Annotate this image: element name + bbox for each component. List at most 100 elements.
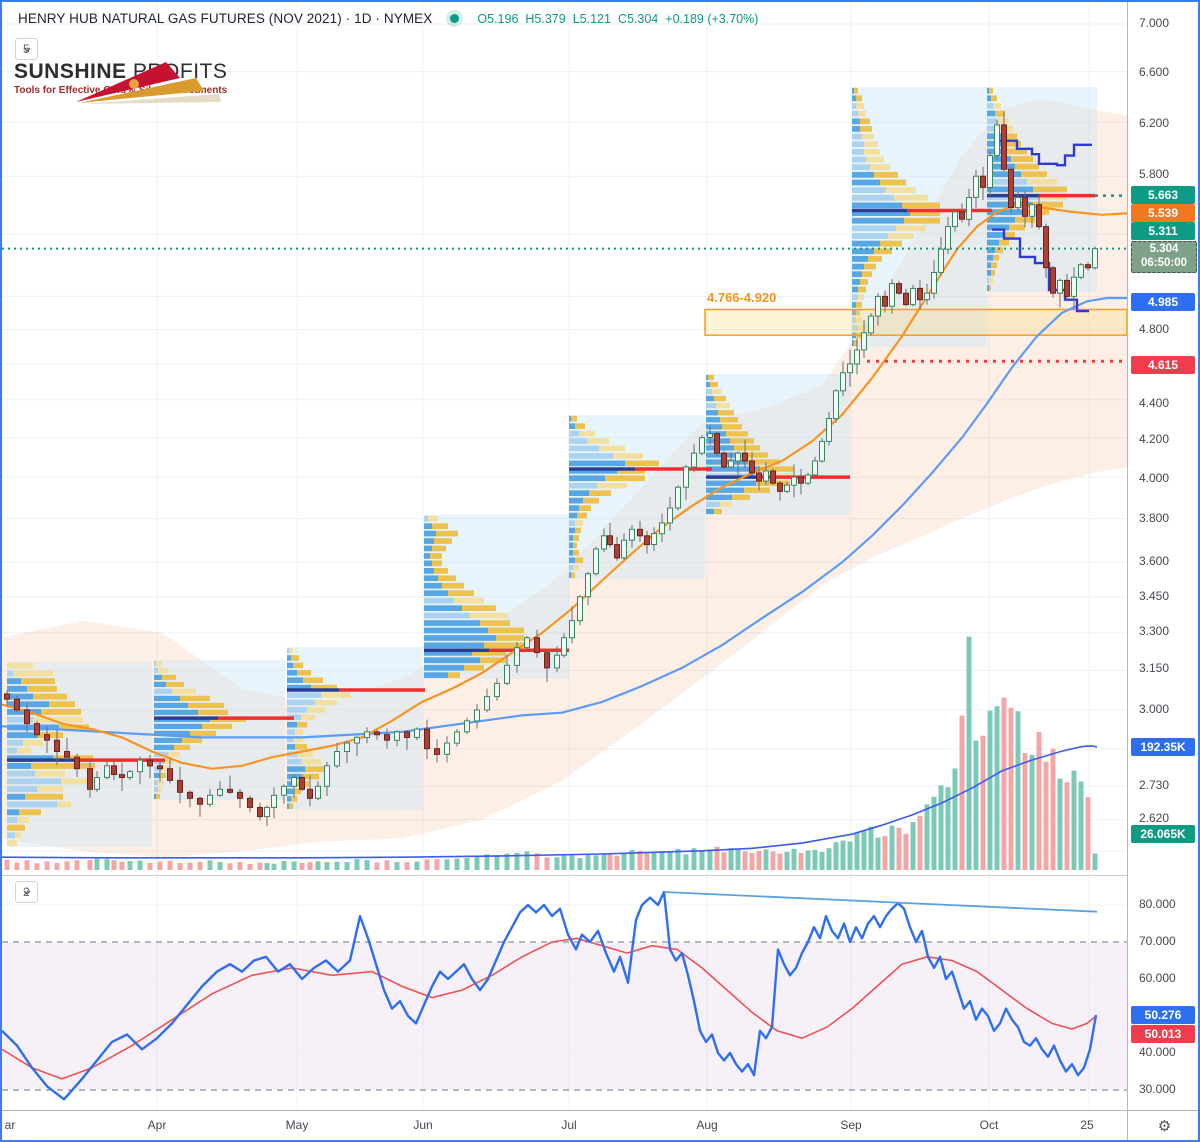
candle-body: [917, 287, 923, 301]
ohlc-part: C5.304: [617, 11, 659, 26]
axis-price-label: 3.300: [1139, 624, 1170, 638]
volume-bar: [119, 861, 125, 870]
candle-body: [291, 777, 297, 787]
profile-bar-sell: [866, 156, 884, 163]
volume-bar: [104, 859, 110, 870]
profile-bar-sell: [289, 647, 293, 654]
volume-profile-box: [706, 374, 850, 515]
candle-body: [111, 765, 117, 775]
volume-bar: [87, 860, 93, 870]
profile-bar-sell: [573, 564, 579, 571]
candle-body: [621, 539, 627, 559]
main-price-chart[interactable]: 4.766-4.920: [2, 2, 1127, 876]
profile-bar-buy: [852, 279, 860, 285]
candle-body: [798, 476, 804, 484]
profile-bar-sell: [989, 87, 993, 94]
volume-bar: [404, 862, 410, 870]
profile-bar-sell: [293, 788, 301, 795]
profile-bar-buy: [7, 747, 17, 754]
profile-bar-sell: [722, 424, 742, 430]
profile-bar-sell: [730, 438, 754, 444]
axis-price-label: 60.000: [1139, 971, 1176, 985]
profile-bar-sell: [484, 642, 524, 649]
profile-bar-buy: [706, 487, 744, 493]
volume-bar: [987, 710, 993, 870]
logo-arrows-icon: [76, 62, 221, 104]
axis-time-label: 25: [1080, 1118, 1094, 1132]
volume-bar: [585, 854, 591, 870]
profile-bar-sell: [321, 692, 351, 698]
volume-bar: [889, 825, 895, 870]
candle-body: [257, 806, 263, 818]
profile-bar-sell: [301, 714, 315, 721]
profile-bar-sell: [575, 557, 583, 564]
candle-body: [826, 418, 832, 442]
volume-bar: [1043, 761, 1049, 870]
volume-bar: [763, 849, 769, 870]
profile-bar-sell: [854, 340, 858, 346]
rsi-indicator-panel[interactable]: [2, 876, 1127, 1110]
volume-bar: [44, 861, 50, 870]
volume-bar: [1085, 797, 1091, 870]
candle-body: [544, 652, 550, 669]
candle-body: [44, 734, 50, 741]
profile-bar-buy: [424, 664, 464, 671]
profile-bar-sell: [291, 796, 297, 802]
main-pane-collapse-button[interactable]: 5: [15, 38, 38, 60]
volume-bar: [735, 849, 741, 870]
candle-body: [227, 788, 233, 793]
profile-bar-buy: [569, 527, 575, 534]
profile-bar-buy: [852, 187, 886, 193]
profile-bar-sell: [470, 612, 508, 619]
profile-bar-buy: [154, 674, 162, 680]
axis-price-label: 4.400: [1139, 396, 1170, 410]
profile-bar-sell: [158, 779, 164, 785]
profile-bar-sell: [1027, 178, 1057, 185]
sunshine-profits-logo: SUNSHINE PROFITS Tools for Effective Gol…: [14, 58, 244, 104]
symbol-title[interactable]: HENRY HUB NATURAL GAS FUTURES (NOV 2021)…: [18, 11, 433, 26]
volume-bar: [257, 862, 263, 870]
candle-body: [54, 739, 60, 753]
candle-body: [14, 698, 20, 711]
volume-bar: [777, 853, 783, 870]
axis-time-label: Jun: [413, 1118, 433, 1132]
gear-icon[interactable]: ⚙: [1157, 1118, 1172, 1135]
profile-bar-sell: [1001, 133, 1017, 140]
candle-body: [354, 736, 360, 744]
volume-bar: [721, 852, 727, 870]
candle-body: [454, 731, 460, 744]
profile-bar-sell: [597, 482, 627, 489]
profile-bar-buy: [852, 240, 880, 247]
candle-body: [959, 211, 965, 220]
profile-bar-buy: [424, 560, 432, 567]
volume-bar: [637, 850, 643, 870]
time-axis[interactable]: ar Apr May Jun Jul Aug Sep Oct 25: [2, 1110, 1127, 1140]
profile-bar-sell: [305, 766, 329, 772]
price-axis[interactable]: 7.000 6.600 6.200 5.800 4.800 4.400 4.200 4.000…: [1127, 2, 1198, 1110]
slow-ma-line: [2, 296, 1127, 739]
ohlc-part: L5.121: [572, 11, 611, 26]
profile-bar-buy: [706, 508, 714, 515]
candle-body: [157, 765, 163, 770]
profile-bar-buy: [154, 793, 156, 799]
candle-body: [614, 544, 620, 559]
profile-bar-buy: [987, 95, 991, 102]
profile-bar-buy: [154, 730, 190, 736]
volume-bar: [1036, 732, 1042, 870]
profile-bar-sell: [579, 505, 591, 511]
candle-body: [756, 472, 762, 482]
profile-bar-sell: [856, 103, 864, 109]
candle-body: [1015, 197, 1021, 209]
profile-bar-sell: [432, 523, 448, 529]
profile-bar-sell: [480, 657, 506, 664]
candle-body: [384, 734, 390, 741]
axis-time-label: Sep: [840, 1118, 862, 1132]
profile-bar-buy: [424, 635, 496, 641]
profile-bar-sell: [599, 445, 625, 452]
candle-body: [1092, 248, 1098, 269]
candle-body: [1085, 264, 1091, 269]
profile-bar-sell: [734, 445, 760, 451]
lower-pane-collapse-button[interactable]: 2: [15, 881, 38, 903]
volume-bar: [4, 859, 10, 870]
volume-bar: [629, 850, 635, 870]
